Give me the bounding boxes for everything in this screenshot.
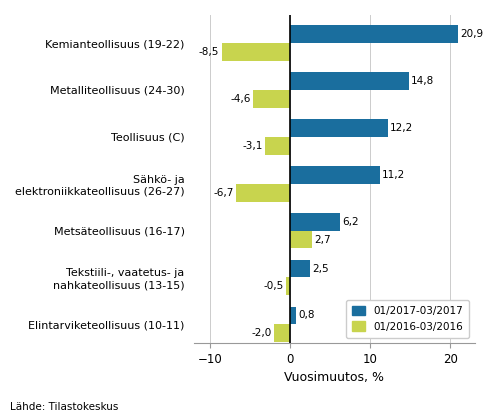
Bar — [290, 230, 312, 248]
Text: 6,2: 6,2 — [342, 217, 359, 227]
Bar — [286, 277, 290, 295]
Bar — [290, 213, 340, 230]
Bar — [236, 184, 290, 201]
Text: 0,8: 0,8 — [299, 310, 316, 320]
Text: 2,7: 2,7 — [314, 235, 331, 245]
Legend: 01/2017-03/2017, 01/2016-03/2016: 01/2017-03/2017, 01/2016-03/2016 — [346, 300, 469, 338]
Text: 14,8: 14,8 — [411, 76, 434, 86]
Text: 2,5: 2,5 — [313, 264, 329, 274]
Text: 12,2: 12,2 — [390, 123, 414, 133]
Bar — [290, 72, 409, 90]
Text: -6,7: -6,7 — [213, 188, 234, 198]
Bar — [265, 137, 290, 155]
Bar — [290, 166, 380, 184]
Bar — [274, 324, 290, 342]
Bar — [290, 119, 388, 137]
Text: Lähde: Tilastokeskus: Lähde: Tilastokeskus — [10, 402, 118, 412]
Text: -0,5: -0,5 — [263, 281, 283, 291]
Bar — [222, 43, 290, 61]
X-axis label: Vuosimuutos, %: Vuosimuutos, % — [284, 371, 384, 384]
Text: -3,1: -3,1 — [242, 141, 263, 151]
Bar — [253, 90, 290, 108]
Text: -8,5: -8,5 — [199, 47, 219, 57]
Text: 20,9: 20,9 — [460, 29, 483, 39]
Text: -2,0: -2,0 — [251, 328, 272, 338]
Text: -4,6: -4,6 — [230, 94, 250, 104]
Text: 11,2: 11,2 — [382, 170, 405, 180]
Bar — [290, 25, 458, 43]
Bar — [290, 260, 310, 277]
Bar — [290, 307, 296, 324]
